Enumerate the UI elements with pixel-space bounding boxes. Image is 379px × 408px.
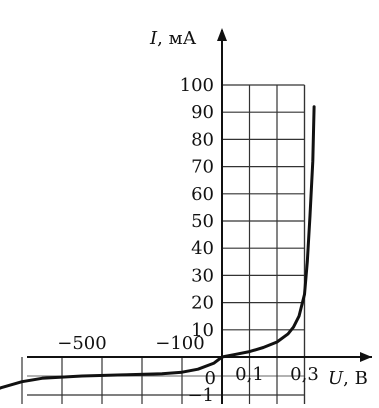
x-axis-arrow xyxy=(360,352,372,362)
y-axis-arrow xyxy=(217,28,227,41)
grid xyxy=(21,84,306,404)
series xyxy=(0,105,316,390)
y-axis-label: I, мА xyxy=(149,28,197,49)
y-tick-label: −1 xyxy=(187,385,214,406)
y-tick-label: 80 xyxy=(191,129,214,150)
y-tick-label: 20 xyxy=(191,293,214,314)
y-tick-label: 10 xyxy=(191,320,214,341)
x-axis-label: U, В xyxy=(328,368,368,389)
y-tick-label: 40 xyxy=(191,238,214,259)
axis-labels: I, мА U, В xyxy=(149,28,368,389)
iv-curve-line xyxy=(0,105,316,390)
y-tick-label: 50 xyxy=(191,211,214,232)
x-axis-unit: , В xyxy=(343,368,368,389)
y-axis-var: I xyxy=(149,28,158,49)
axes xyxy=(27,28,372,404)
y-tick-label: 90 xyxy=(191,102,214,123)
x-tick-label: −500 xyxy=(57,333,106,354)
x-axis-var: U xyxy=(328,368,344,389)
x-tick-label: 0,1 xyxy=(235,364,264,385)
x-tick-label: −100 xyxy=(155,333,204,354)
y-tick-label: 60 xyxy=(191,184,214,205)
x-tick-label: 0 xyxy=(205,368,216,389)
y-tick-label: 70 xyxy=(191,157,214,178)
y-axis-unit: , мА xyxy=(157,28,196,49)
y-tick-label: 100 xyxy=(180,75,214,96)
x-tick-label: 0,3 xyxy=(290,364,319,385)
y-tick-label: 30 xyxy=(191,265,214,286)
